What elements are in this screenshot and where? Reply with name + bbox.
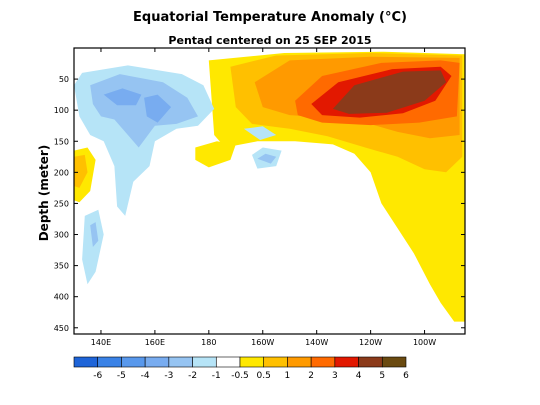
anomaly-regions [74,51,465,322]
colorbar-label: -0.5 [231,371,249,381]
colorbar-label: -1 [212,371,221,381]
y-tick-label: 450 [54,324,69,333]
colorbar-label: 3 [332,371,338,381]
colorbar-swatch [287,356,312,368]
colorbar-label: 5 [379,371,385,381]
y-tick-label: 250 [54,199,69,208]
colorbar-label: 6 [403,371,409,381]
colorbar-swatch [263,356,288,368]
colorbar-label: 4 [356,371,362,381]
anomaly-cold-blob-200-core [257,153,277,164]
x-tick-label: 140W [305,338,328,347]
y-tick-label: 300 [54,231,69,240]
anomaly-cold-core-1 [103,88,142,106]
y-tick-label: 50 [59,75,69,84]
anomaly-cold-column-core [90,222,99,247]
colorbar: -6 -5 -4 -3 -2 -1 -0.5 0.5 1 2 3 4 5 6 [73,356,409,381]
y-tick-label: 150 [54,137,69,146]
colorbar-swatch [97,356,122,368]
colorbar-swatch [192,356,217,368]
y-tick-label: 350 [54,262,69,271]
anomaly-cold-column [82,209,104,285]
colorbar-label: -6 [93,371,102,381]
anomaly-warm-patch-175 [195,141,236,168]
anomaly-cold-core-2 [144,94,172,123]
x-tick-label: 100W [413,338,436,347]
x-tick-label: 120W [359,338,382,347]
anomaly-warm-patch-west-core [74,154,88,188]
colorbar-label: -3 [164,371,173,381]
x-tick-label: 160E [145,338,165,347]
y-tick-label: 400 [54,293,69,302]
y-axis: 50 100 150 200 250 300 350 400 450 [54,75,465,333]
colorbar-swatch [358,356,383,368]
colorbar-swatch [310,356,336,368]
y-axis-label: Depth (meter) [37,145,51,242]
colorbar-label: -4 [141,371,150,381]
colorbar-label: 0.5 [257,371,271,381]
x-tick-label: 160W [251,338,274,347]
y-tick-label: 200 [54,168,69,177]
y-tick-label: 100 [54,106,69,115]
x-tick-label: 180 [201,338,216,347]
anomaly-cold-blob-195 [243,126,277,140]
colorbar-swatch [144,356,170,368]
x-axis: 140E 160E 180 160W 140W 120W 100W [91,48,436,347]
colorbar-swatch [334,356,359,368]
plot-frame [73,47,466,335]
colorbar-swatch [168,356,193,368]
colorbar-swatch [73,356,99,368]
anomaly-warm-core [332,70,447,114]
chart-title: Equatorial Temperature Anomaly (°C) [133,10,407,25]
colorbar-label: -5 [117,371,126,381]
chart-subtitle: Pentad centered on 25 SEP 2015 [168,34,371,47]
colorbar-swatch [121,356,146,368]
colorbar-swatch [215,356,241,368]
colorbar-swatch [239,356,265,368]
colorbar-label: 1 [285,371,291,381]
colorbar-label: -2 [188,371,197,381]
colorbar-swatch [381,356,407,368]
x-tick-label: 140E [91,338,111,347]
colorbar-label: 2 [308,371,314,381]
